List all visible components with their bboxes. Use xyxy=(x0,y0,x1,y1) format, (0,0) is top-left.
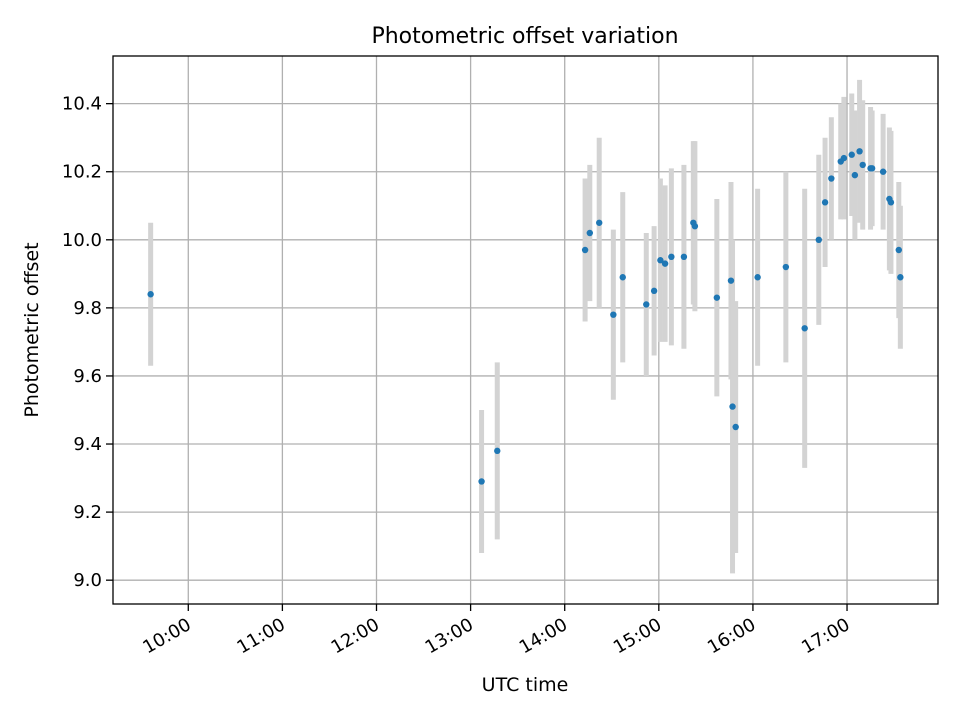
data-point xyxy=(848,151,855,158)
y-axis-ticks: 9.0 9.2 9.4 9.6 9.8 10.0 10.2 10.4 xyxy=(62,94,113,591)
data-point xyxy=(727,277,735,284)
data-point xyxy=(680,253,688,261)
data-point xyxy=(657,257,664,264)
data-point xyxy=(868,165,876,172)
data-point xyxy=(732,423,739,431)
chart-title: Photometric offset variation xyxy=(371,24,678,49)
data-point xyxy=(859,161,866,169)
plot-frame xyxy=(112,55,939,605)
y-tick-label: 9.2 xyxy=(73,502,102,523)
data-point xyxy=(643,301,650,308)
data-point xyxy=(801,325,808,332)
data-point xyxy=(650,287,658,295)
data-point xyxy=(478,478,485,485)
y-tick-label: 10.2 xyxy=(62,162,102,183)
data-point xyxy=(586,229,594,237)
data-point xyxy=(661,260,669,267)
data-point xyxy=(713,294,721,301)
data-point xyxy=(668,253,675,261)
y-tick-label: 9.6 xyxy=(73,366,102,387)
data-point xyxy=(754,274,761,281)
data-point xyxy=(729,403,736,410)
y-tick-label: 10.4 xyxy=(62,94,102,115)
data-point xyxy=(494,447,501,455)
y-axis-label: Photometric offset xyxy=(21,242,43,417)
data-point xyxy=(691,222,699,230)
data-point xyxy=(147,291,154,298)
x-axis-label: UTC time xyxy=(482,674,569,696)
data-point xyxy=(821,199,829,206)
data-point xyxy=(596,219,603,226)
data-point xyxy=(856,148,863,155)
y-tick-label: 9.8 xyxy=(73,298,102,319)
data-point xyxy=(619,274,626,281)
data-point xyxy=(828,175,835,182)
data-point xyxy=(815,236,822,244)
data-point xyxy=(851,171,859,179)
data-point xyxy=(887,199,895,206)
data-point xyxy=(610,311,617,318)
y-tick-label: 9.0 xyxy=(73,570,102,591)
data-points xyxy=(147,148,904,485)
y-tick-label: 10.0 xyxy=(62,230,102,251)
data-point xyxy=(895,246,902,254)
data-point xyxy=(782,263,790,271)
data-point xyxy=(581,246,589,254)
data-point xyxy=(897,274,904,281)
data-point xyxy=(879,168,887,175)
data-point xyxy=(840,154,848,162)
y-tick-label: 9.4 xyxy=(73,434,102,455)
